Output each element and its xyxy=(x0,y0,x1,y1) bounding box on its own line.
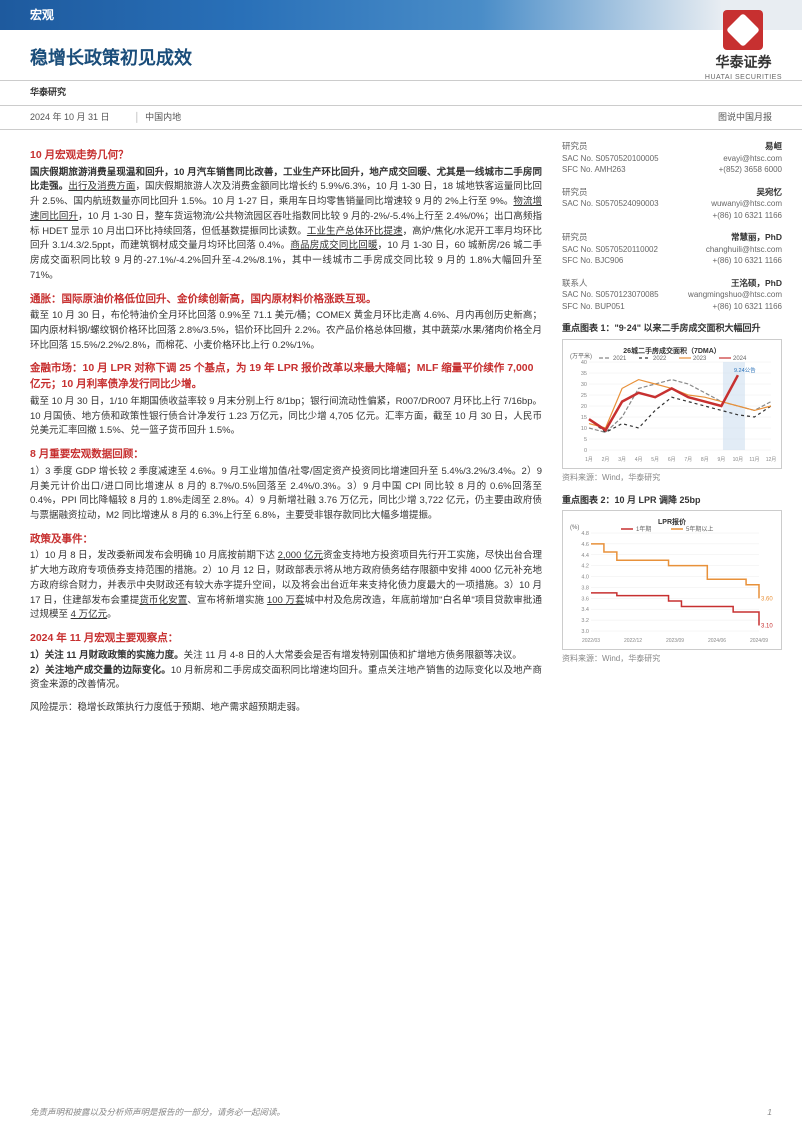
svg-text:4.2: 4.2 xyxy=(581,564,589,570)
svg-text:3.8: 3.8 xyxy=(581,586,589,592)
meta-row-2: 2024 年 10 月 31 日 │ 中国内地 图说中国月报 xyxy=(0,106,802,131)
svg-text:12月: 12月 xyxy=(766,457,777,463)
svg-text:2023/09: 2023/09 xyxy=(666,638,684,644)
main-title: 稳增长政策初见成效 xyxy=(30,45,772,72)
section-body: 1）关注 11 月财政政策的实施力度。关注 11 月 4-8 日的人大常委会是否… xyxy=(30,649,542,693)
svg-text:1月: 1月 xyxy=(585,457,593,463)
title-section: 稳增长政策初见成效 xyxy=(0,30,802,81)
section-body: 截至 10 月 30 日，布伦特油价全月环比回落 0.9%至 71.1 美元/桶… xyxy=(30,309,542,353)
meta-row: 华泰研究 xyxy=(0,81,802,106)
logo-sub: HUATAI SECURITIES xyxy=(705,73,782,84)
sidebar: 研究员易峘SAC No. S0570520100005evayi@htsc.co… xyxy=(557,140,782,724)
svg-text:10: 10 xyxy=(581,426,587,432)
section-body: 国庆假期旅游消费呈现温和回升，10 月汽车销售同比改善，工业生产环比回升，地产成… xyxy=(30,166,542,284)
svg-text:3月: 3月 xyxy=(618,457,626,463)
svg-text:26城二手房成交面积（7DMA）: 26城二手房成交面积（7DMA） xyxy=(623,346,721,355)
svg-text:2023: 2023 xyxy=(693,356,707,362)
analyst-box: 研究员常慧丽，PhDSAC No. S0570520110002changhui… xyxy=(562,231,782,267)
svg-text:40: 40 xyxy=(581,360,587,366)
chart1-source: 资料来源：Wind，华泰研究 xyxy=(562,472,782,484)
svg-text:10月: 10月 xyxy=(733,457,744,463)
svg-text:2月: 2月 xyxy=(602,457,610,463)
svg-text:5: 5 xyxy=(584,437,587,443)
main-column: 10 月宏观走势几何？ 国庆假期旅游消费呈现温和回升，10 月汽车销售同比改善，工… xyxy=(30,140,557,724)
svg-text:3.6: 3.6 xyxy=(581,596,589,602)
svg-text:7月: 7月 xyxy=(684,457,692,463)
svg-text:30: 30 xyxy=(581,382,587,388)
svg-text:3.60: 3.60 xyxy=(761,596,773,602)
footer-page: 1 xyxy=(767,1106,772,1119)
svg-text:9.24公告: 9.24公告 xyxy=(734,366,756,374)
category-label: 宏观 xyxy=(30,6,54,24)
analyst-box: 研究员易峘SAC No. S0570520100005evayi@htsc.co… xyxy=(562,140,782,176)
meta-type: 图说中国月报 xyxy=(718,111,772,125)
svg-text:4月: 4月 xyxy=(635,457,643,463)
svg-text:2022/12: 2022/12 xyxy=(624,638,642,644)
section-head: 10 月宏观走势几何？ xyxy=(30,148,542,164)
chart2-source: 资料来源：Wind，华泰研究 xyxy=(562,653,782,665)
meta-org: 华泰研究 xyxy=(30,86,66,100)
svg-text:11月: 11月 xyxy=(749,457,759,463)
svg-text:(万平米): (万平米) xyxy=(570,352,592,360)
chart1-box: 26城二手房成交面积（7DMA）2021 2022 2023 2024 (万平米) 0 5 1… xyxy=(562,339,782,469)
svg-text:20: 20 xyxy=(581,404,587,410)
svg-text:1年期: 1年期 xyxy=(636,525,651,533)
analyst-box: 研究员吴宛忆SAC No. S0570524090003wuwanyi@htsc… xyxy=(562,186,782,222)
logo-name: 华泰证券 xyxy=(715,52,771,73)
footer: 免责声明和披露以及分析师声明是报告的一部分，请务必一起阅读。 1 xyxy=(0,1102,802,1123)
section-head: 2024 年 11 月宏观主要观察点： xyxy=(30,631,542,647)
svg-text:4.4: 4.4 xyxy=(581,553,589,559)
svg-text:2024/06: 2024/06 xyxy=(708,638,726,644)
svg-text:4.6: 4.6 xyxy=(581,542,589,548)
chart2-box: LPR报价 1年期 5年期以上 (%) 3.0 3.2 3.4 3.6 3.8 4.0 4.2 4.4… xyxy=(562,510,782,650)
logo-icon xyxy=(723,10,763,50)
svg-text:8月: 8月 xyxy=(701,457,709,463)
meta-date: 2024 年 10 月 31 日 xyxy=(30,111,110,125)
svg-text:4.8: 4.8 xyxy=(581,531,589,537)
section-body: 截至 10 月 30 日，1/10 年期国债收益率较 9 月末分别上行 8/1b… xyxy=(30,395,542,439)
svg-text:2022: 2022 xyxy=(653,356,667,362)
section-head: 8 月重要宏观数据回顾： xyxy=(30,447,542,463)
svg-text:2022/03: 2022/03 xyxy=(582,638,600,644)
svg-text:9月: 9月 xyxy=(717,457,725,463)
svg-text:25: 25 xyxy=(581,393,587,399)
svg-text:15: 15 xyxy=(581,415,587,421)
svg-text:4.0: 4.0 xyxy=(581,575,589,581)
logo: 华泰证券 HUATAI SECURITIES xyxy=(705,10,782,84)
svg-text:(%): (%) xyxy=(570,525,579,531)
svg-text:3.2: 3.2 xyxy=(581,618,589,624)
section-head: 政策及事件： xyxy=(30,532,542,548)
chart2-title: 重点图表 2：10 月 LPR 调降 25bp xyxy=(562,494,782,508)
footer-disclaimer: 免责声明和披露以及分析师声明是报告的一部分，请务必一起阅读。 xyxy=(30,1106,285,1119)
header-bar: 宏观 xyxy=(0,0,802,30)
section-head: 通胀：国际原油价格低位回升、金价续创新高，国内原材料价格涨跌互现。 xyxy=(30,292,542,308)
svg-text:2021: 2021 xyxy=(613,356,627,362)
svg-text:3.10: 3.10 xyxy=(761,624,773,630)
svg-text:LPR报价: LPR报价 xyxy=(658,517,687,526)
svg-text:3.0: 3.0 xyxy=(581,629,589,635)
svg-text:35: 35 xyxy=(581,371,587,377)
svg-text:5年期以上: 5年期以上 xyxy=(686,525,713,533)
section-body: 1）3 季度 GDP 增长较 2 季度减速至 4.6%。9 月工业增加值/社零/… xyxy=(30,465,542,524)
section-body: 1）10 月 8 日，发改委新闻发布会明确 10 月底按前期下达 2,000 亿… xyxy=(30,549,542,623)
analyst-box: 联系人王洺硕，PhDSAC No. S0570123070085wangming… xyxy=(562,277,782,313)
section-head: 金融市场：10 月 LPR 对称下调 25 个基点，为 19 年 LPR 报价改… xyxy=(30,361,542,393)
svg-text:6月: 6月 xyxy=(668,457,676,463)
chart1-title: 重点图表 1："9·24" 以来二手房成交面积大幅回升 xyxy=(562,322,782,336)
svg-text:2024: 2024 xyxy=(733,356,747,362)
svg-text:2024/09: 2024/09 xyxy=(750,638,768,644)
svg-text:5月: 5月 xyxy=(651,457,659,463)
meta-region: 中国内地 xyxy=(145,111,181,125)
risk-note: 风险提示：稳增长政策执行力度低于预期、地产需求超预期走弱。 xyxy=(30,701,542,716)
svg-text:0: 0 xyxy=(584,448,587,454)
svg-text:3.4: 3.4 xyxy=(581,607,589,613)
